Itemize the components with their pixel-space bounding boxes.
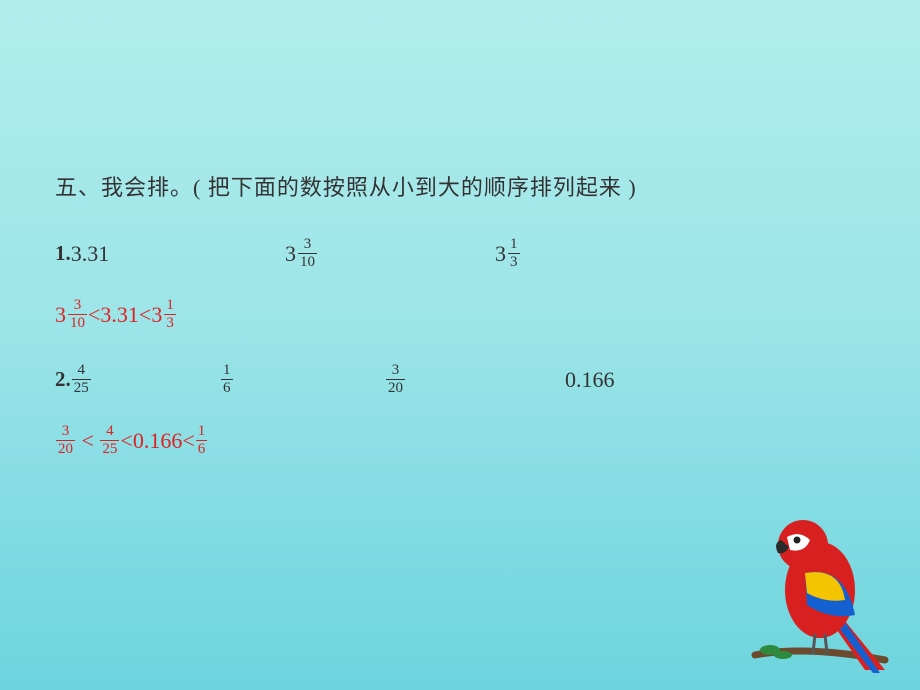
num: 3 (390, 363, 402, 379)
whole: 3 (55, 302, 66, 328)
num: 1 (221, 363, 233, 379)
q2-answer: 320 < 425 < 0.166 < 16 (55, 424, 865, 457)
num: 4 (76, 363, 88, 379)
den: 3 (164, 314, 176, 331)
lt: < (88, 302, 100, 328)
ans2-p2: 425 (100, 424, 119, 457)
q1-value-c: 3 13 (495, 237, 521, 270)
parrot-icon (745, 495, 895, 675)
whole: 3 (495, 241, 506, 267)
section-title: 五、我会排。( 把下面的数按照从小到大的顺序排列起来 ) (55, 170, 865, 202)
den: 6 (196, 440, 208, 457)
lt: < (76, 428, 99, 454)
lt: < (139, 302, 151, 328)
den: 25 (100, 440, 119, 457)
ans1-p3: 3 13 (151, 298, 177, 331)
ans1-p1: 3 310 (55, 298, 88, 331)
num: 1 (196, 424, 208, 440)
lt: < (182, 428, 194, 454)
q1-value-b: 3 310 (285, 237, 318, 270)
q1-value-a: 3.31 (71, 241, 110, 267)
num: 3 (60, 424, 72, 440)
slide-content: 五、我会排。( 把下面的数按照从小到大的顺序排列起来 ) 1. 3.31 3 3… (55, 170, 865, 485)
whole: 3 (151, 302, 162, 328)
ans2-mid: 0.166 (133, 428, 183, 454)
q2-value-a: 425 (72, 363, 91, 396)
q2-value-b: 16 (221, 363, 233, 396)
den: 20 (56, 440, 75, 457)
dot: . (66, 367, 71, 392)
q2-value-c: 320 (386, 363, 405, 396)
den: 20 (386, 379, 405, 396)
den: 3 (508, 253, 520, 270)
lt: < (120, 428, 132, 454)
num: 3 (302, 237, 314, 253)
num: 1 (164, 298, 176, 314)
ans2-p1: 320 (56, 424, 75, 457)
q2-value-d: 0.166 (565, 367, 615, 393)
num: 1 (508, 237, 520, 253)
den: 10 (298, 253, 317, 270)
q2-label: 2 (55, 367, 66, 392)
q1-label: 1 (55, 241, 66, 266)
den: 25 (72, 379, 91, 396)
q1-row: 1. 3.31 3 310 3 13 (55, 237, 865, 270)
num: 4 (104, 424, 116, 440)
ans1-mid: 3.31 (100, 302, 139, 328)
num: 3 (72, 298, 84, 314)
ans2-p4: 16 (196, 424, 208, 457)
whole: 3 (285, 241, 296, 267)
q1-answer: 3 310 < 3.31 < 3 13 (55, 298, 865, 331)
den: 10 (68, 314, 87, 331)
q2-row: 2. 425 16 320 0.166 (55, 363, 865, 396)
den: 6 (221, 379, 233, 396)
